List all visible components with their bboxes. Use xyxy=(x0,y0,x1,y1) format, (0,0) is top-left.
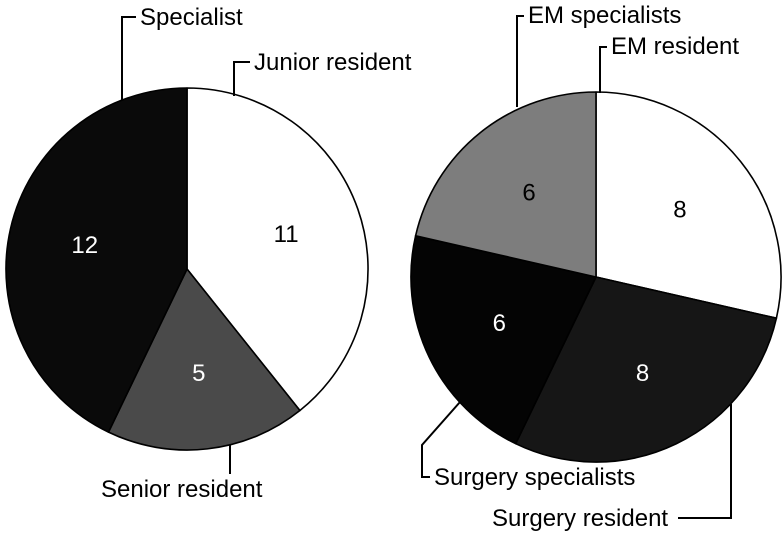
right-pie-slice-surgery-resident xyxy=(514,276,778,463)
left-pie: 11 5 12 xyxy=(5,87,369,451)
right-pie-value-surgery-specialists: 6 xyxy=(493,310,506,337)
right-pie-slice-em-specialists xyxy=(414,91,597,278)
left-pie-slice-specialist xyxy=(5,87,188,433)
label-specialist: Specialist xyxy=(140,4,243,31)
left-pie-slice-senior-resident xyxy=(107,268,301,451)
right-pie: 8 8 6 6 xyxy=(410,91,782,463)
left-pie-slice-junior-resident xyxy=(186,87,369,412)
left-pie-value-junior-resident: 11 xyxy=(274,221,299,248)
leader-line-surgery-specialists xyxy=(421,401,461,478)
label-em-resident: EM resident xyxy=(611,33,740,60)
label-surgery-resident: Surgery resident xyxy=(492,505,669,532)
leader-line-junior-resident xyxy=(233,61,250,96)
right-pie-value-em-resident: 8 xyxy=(673,197,686,224)
right-pie-slice-em-resident xyxy=(595,91,782,319)
right-pie-value-em-specialists: 6 xyxy=(522,180,535,207)
leader-line-em-resident xyxy=(599,46,607,93)
leader-line-em-specialists xyxy=(516,15,524,107)
label-senior-resident: Senior resident xyxy=(101,476,263,503)
leader-line-specialist xyxy=(121,16,136,100)
left-pie-value-senior-resident: 5 xyxy=(192,360,205,387)
leader-line-surgery-resident xyxy=(678,404,732,519)
label-junior-resident: Junior resident xyxy=(254,49,412,76)
right-pie-slice-surgery-specialists xyxy=(410,235,597,445)
label-surgery-specialists: Surgery specialists xyxy=(434,464,636,491)
label-em-specialists: EM specialists xyxy=(528,2,682,29)
left-pie-value-specialist: 12 xyxy=(71,232,98,259)
right-pie-value-surgery-resident: 8 xyxy=(636,360,649,387)
